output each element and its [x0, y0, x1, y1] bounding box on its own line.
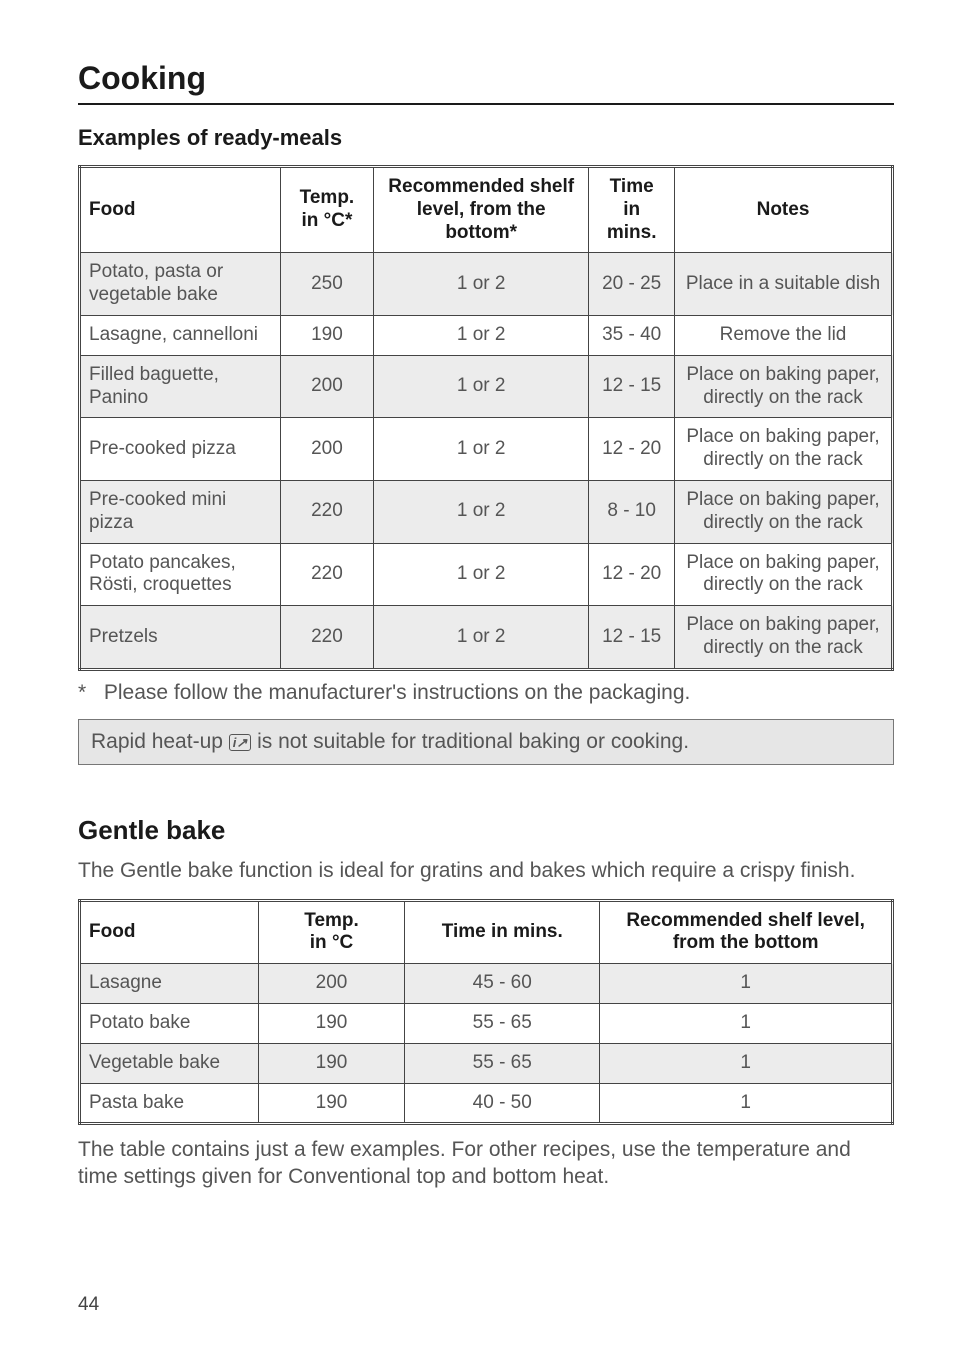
t2-header-row: Food Temp.in °C Time in mins. Recommende…: [80, 900, 893, 964]
chapter-title: Cooking: [78, 60, 894, 97]
table-cell: 220: [280, 543, 373, 606]
table-cell: Pasta bake: [80, 1083, 259, 1124]
table-row: Pre-cooked pizza2001 or 212 - 20Place on…: [80, 418, 893, 481]
table-cell: 1: [600, 1043, 893, 1083]
t1-body: Potato, pasta or vegetable bake2501 or 2…: [80, 253, 893, 669]
table-cell: Place on baking paper, directly on the r…: [674, 418, 892, 481]
footnote: * Please follow the manufacturer's instr…: [78, 681, 894, 705]
table-cell: 1: [600, 1083, 893, 1124]
table-cell: Potato pancakes, Rösti, croquettes: [80, 543, 281, 606]
table-cell: 200: [280, 355, 373, 418]
table-cell: 1: [600, 1004, 893, 1044]
t2-h-time: Time in mins.: [405, 900, 600, 964]
table-cell: 1 or 2: [374, 480, 589, 543]
table-cell: Pre-cooked pizza: [80, 418, 281, 481]
footnote-star: *: [78, 681, 98, 705]
table-cell: 200: [280, 418, 373, 481]
table-cell: Lasagne: [80, 964, 259, 1004]
footnote-text: Please follow the manufacturer's instruc…: [104, 681, 691, 704]
table-cell: Pre-cooked mini pizza: [80, 480, 281, 543]
table-row: Lasagne20045 - 601: [80, 964, 893, 1004]
table-cell: 190: [258, 1004, 404, 1044]
table-cell: Lasagne, cannelloni: [80, 315, 281, 355]
table-cell: 12 - 15: [589, 606, 675, 670]
table-cell: Potato bake: [80, 1004, 259, 1044]
table-cell: 12 - 20: [589, 543, 675, 606]
table-cell: Potato, pasta or vegetable bake: [80, 253, 281, 316]
table-cell: Pretzels: [80, 606, 281, 670]
rapid-heatup-callout: Rapid heat-up i↗ is not suitable for tra…: [78, 719, 894, 765]
table-cell: 190: [258, 1043, 404, 1083]
page: Cooking Examples of ready-meals Food Tem…: [0, 0, 954, 1352]
table-cell: 1 or 2: [374, 315, 589, 355]
table-cell: 35 - 40: [589, 315, 675, 355]
t1-h-time: Timein mins.: [589, 167, 675, 253]
ready-meals-table: Food Temp.in °C* Recommended shelf level…: [78, 165, 894, 671]
table-cell: Filled baguette, Panino: [80, 355, 281, 418]
table-cell: Place on baking paper, directly on the r…: [674, 606, 892, 670]
table-row: Potato pancakes, Rösti, croquettes2201 o…: [80, 543, 893, 606]
rapid-heatup-icon: i↗: [229, 734, 252, 751]
table-cell: 1 or 2: [374, 253, 589, 316]
gentle-bake-intro: The Gentle bake function is ideal for gr…: [78, 858, 894, 885]
section-gentle-bake-heading: Gentle bake: [78, 815, 894, 846]
t2-h-food: Food: [80, 900, 259, 964]
table-cell: Vegetable bake: [80, 1043, 259, 1083]
closing-paragraph: The table contains just a few examples. …: [78, 1137, 894, 1191]
callout-pre: Rapid heat-up: [91, 730, 229, 753]
table-row: Potato, pasta or vegetable bake2501 or 2…: [80, 253, 893, 316]
table-cell: 55 - 65: [405, 1043, 600, 1083]
t1-h-shelf: Recommended shelf level, from the bottom…: [374, 167, 589, 253]
table-cell: 1 or 2: [374, 355, 589, 418]
t1-h-notes: Notes: [674, 167, 892, 253]
table-cell: 55 - 65: [405, 1004, 600, 1044]
table-cell: 220: [280, 480, 373, 543]
table-row: Pre-cooked mini pizza2201 or 28 - 10Plac…: [80, 480, 893, 543]
t2-h-temp: Temp.in °C: [258, 900, 404, 964]
table-cell: 1 or 2: [374, 418, 589, 481]
table-cell: Place on baking paper, directly on the r…: [674, 355, 892, 418]
table-cell: 190: [280, 315, 373, 355]
title-rule: [78, 103, 894, 105]
t1-h-temp: Temp.in °C*: [280, 167, 373, 253]
table-cell: 200: [258, 964, 404, 1004]
t1-h-food: Food: [80, 167, 281, 253]
table-cell: 220: [280, 606, 373, 670]
table-cell: Place on baking paper, directly on the r…: [674, 480, 892, 543]
table-cell: 8 - 10: [589, 480, 675, 543]
table-row: Vegetable bake19055 - 651: [80, 1043, 893, 1083]
table-cell: 250: [280, 253, 373, 316]
t1-header-row: Food Temp.in °C* Recommended shelf level…: [80, 167, 893, 253]
section-examples-heading: Examples of ready-meals: [78, 125, 894, 151]
callout-post: is not suitable for traditional baking o…: [251, 730, 689, 753]
t2-body: Lasagne20045 - 601Potato bake19055 - 651…: [80, 964, 893, 1124]
table-row: Lasagne, cannelloni1901 or 235 - 40Remov…: [80, 315, 893, 355]
table-cell: 12 - 15: [589, 355, 675, 418]
t2-h-shelf: Recommended shelf level, from the bottom: [600, 900, 893, 964]
t1-head: Food Temp.in °C* Recommended shelf level…: [80, 167, 893, 253]
table-cell: 1 or 2: [374, 543, 589, 606]
table-cell: 20 - 25: [589, 253, 675, 316]
table-row: Potato bake19055 - 651: [80, 1004, 893, 1044]
table-cell: 40 - 50: [405, 1083, 600, 1124]
table-row: Pasta bake19040 - 501: [80, 1083, 893, 1124]
table-cell: 1 or 2: [374, 606, 589, 670]
table-cell: Place in a suitable dish: [674, 253, 892, 316]
table-row: Pretzels2201 or 212 - 15Place on baking …: [80, 606, 893, 670]
table-cell: 12 - 20: [589, 418, 675, 481]
t2-head: Food Temp.in °C Time in mins. Recommende…: [80, 900, 893, 964]
page-number: 44: [78, 1294, 99, 1316]
table-cell: Remove the lid: [674, 315, 892, 355]
table-cell: 1: [600, 964, 893, 1004]
table-cell: 190: [258, 1083, 404, 1124]
table-cell: 45 - 60: [405, 964, 600, 1004]
gentle-bake-table: Food Temp.in °C Time in mins. Recommende…: [78, 899, 894, 1126]
table-cell: Place on baking paper, directly on the r…: [674, 543, 892, 606]
table-row: Filled baguette, Panino2001 or 212 - 15P…: [80, 355, 893, 418]
